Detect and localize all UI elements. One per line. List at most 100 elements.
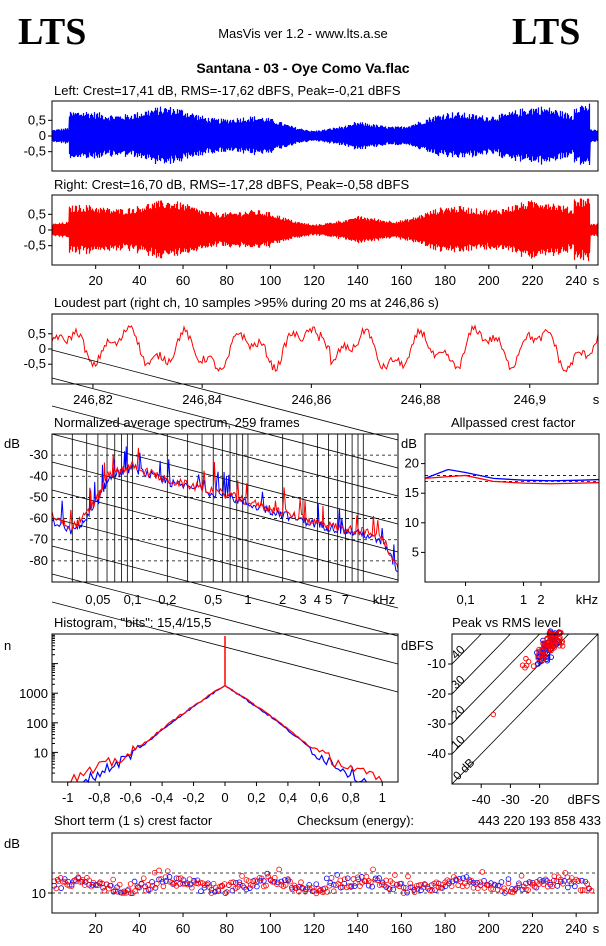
short-term-point-right <box>162 874 169 880</box>
peak-vs-rms-xlabel: dBFS <box>567 792 600 807</box>
histogram-ylabel: n <box>4 638 11 653</box>
app-title: MasVis ver 1.2 - www.lts.a.se <box>218 26 388 41</box>
logo-right: LTS <box>512 11 580 53</box>
short-term-point-right <box>178 875 184 881</box>
short-term-xunit: s <box>593 921 600 936</box>
loudest-part-trace <box>51 324 599 373</box>
short-term-point-right <box>433 879 440 886</box>
peak-vs-rms-point-right <box>550 635 557 641</box>
peak-vs-rms-point-right <box>535 655 541 661</box>
waveform-xunit: s <box>593 273 600 288</box>
short-term-point-right <box>151 869 158 876</box>
peak-vs-rms-xtick-label: -20 <box>530 792 549 807</box>
waveform-xtick-label: 80 <box>219 273 233 288</box>
loudest-xtick-label: 246,84 <box>182 392 222 407</box>
peak-vs-rms-diagonal-label: 20 <box>448 702 468 722</box>
short-term-point-right <box>477 879 483 886</box>
waveform-right-ytick-label: 0 <box>39 222 46 237</box>
short-term-point-right <box>562 870 569 876</box>
short-term-point-left <box>572 883 578 890</box>
spectrum-slope-line <box>51 433 399 525</box>
short-term-point-right <box>584 881 590 887</box>
loudest-xtick-label: 246,88 <box>401 392 441 407</box>
histogram-xtick-label: 0,8 <box>342 790 360 805</box>
loudest-ytick-label: 0,5 <box>28 326 46 341</box>
histogram-xtick-label: -0,8 <box>88 790 110 805</box>
allpassed-crest-title: Allpassed crest factor <box>451 415 576 430</box>
short-term-point-left <box>456 875 463 882</box>
peak-vs-rms-point-right <box>490 711 496 718</box>
allpassed-trace-left <box>424 468 600 482</box>
spectrum-ytick-label: -30 <box>29 447 48 462</box>
short-term-point-right <box>173 883 180 889</box>
short-term-point-left <box>414 886 421 892</box>
spectrum-frame <box>51 433 399 583</box>
short-term-point-right <box>156 867 162 874</box>
histogram-title: Histogram, "bits": 15,4/15,5 <box>54 615 211 630</box>
histogram-ytick-label: 100 <box>26 716 48 731</box>
short-term-xtick-label: 60 <box>176 921 190 936</box>
short-term-point-right <box>241 884 247 891</box>
short-term-point-right <box>263 882 269 889</box>
waveform-time-axis: 20 40 60 80 100 120 140 160 180 200 220 240 s <box>88 265 600 288</box>
spectrum-ytick-label: -70 <box>29 532 48 547</box>
peak-vs-rms-diagonal-label: 30 <box>448 672 468 692</box>
allpassed-ytick-label: 5 <box>412 544 419 559</box>
peak-vs-rms-point-right <box>547 646 553 653</box>
short-term-point-right <box>427 887 433 894</box>
spectrum-ytick-label: -50 <box>29 489 48 504</box>
short-term-point-right <box>79 877 86 883</box>
short-term-xtick-label: 240 <box>565 921 587 936</box>
short-term-point-right <box>197 879 204 886</box>
short-term-point-right <box>368 879 374 885</box>
short-term-point-right <box>346 883 352 889</box>
spectrum-xtick-label: 4 <box>314 592 321 607</box>
short-term-point-right <box>154 881 160 887</box>
short-term-point-right <box>381 882 387 888</box>
short-term-point-right <box>295 888 302 895</box>
short-term-point-right <box>507 888 514 895</box>
histogram-xtick-label: 0 <box>221 790 228 805</box>
short-term-xtick-label: 20 <box>88 921 102 936</box>
short-term-point-right <box>488 886 494 892</box>
spectrum-xtick-label: 0,05 <box>85 592 110 607</box>
peak-vs-rms-point-right <box>546 640 552 647</box>
spectrum-slope-line <box>51 405 399 497</box>
spectrum-trace-right <box>52 447 398 570</box>
peak-vs-rms-point-left <box>535 661 541 667</box>
short-term-xtick-label: 100 <box>260 921 282 936</box>
short-term-point-right <box>271 874 278 881</box>
short-term-point-left <box>390 886 396 893</box>
short-term-point-left <box>432 887 438 893</box>
waveform-xtick-label: 100 <box>260 273 282 288</box>
short-term-crest-plot: 10 20 40 60 80 100 120 140 160 180 200 220 240 s <box>32 866 600 936</box>
short-term-point-right <box>468 877 475 884</box>
loudest-xtick-label: 246,82 <box>73 392 113 407</box>
short-term-point-left <box>344 875 351 882</box>
loudest-xunit: s <box>593 392 600 407</box>
short-term-point-left <box>341 880 348 887</box>
short-term-point-right <box>68 883 75 889</box>
short-term-point-right <box>446 878 453 884</box>
short-term-point-right <box>549 883 555 890</box>
waveform-left-title: Left: Crest=17,41 dB, RMS=-17,62 dBFS, P… <box>54 83 401 98</box>
short-term-point-right <box>60 878 66 885</box>
allpassed-trace-right <box>424 474 600 485</box>
short-term-point-right <box>298 879 304 886</box>
short-term-point-left <box>163 878 169 884</box>
peak-vs-rms-point-right <box>546 638 553 645</box>
short-term-point-right <box>239 873 245 879</box>
short-term-point-left <box>351 883 358 889</box>
spectrum-slope-line <box>51 545 399 637</box>
waveform-xtick-label: 120 <box>303 273 325 288</box>
waveform-xtick-label: 40 <box>132 273 146 288</box>
spectrum-ylabel: dB <box>4 436 20 451</box>
waveform-xtick-label: 240 <box>565 273 587 288</box>
loudest-part-frame <box>51 313 599 385</box>
short-term-point-right <box>164 868 171 874</box>
short-term-point-right <box>326 882 333 889</box>
short-term-xtick-label: 140 <box>347 921 369 936</box>
peak-vs-rms-plot: 40 30 20 10 0 dB -10 -20 -30 -40 -40 -30 -20 <box>427 628 598 807</box>
short-term-point-right <box>217 883 223 890</box>
short-term-xtick-label: 80 <box>219 921 233 936</box>
